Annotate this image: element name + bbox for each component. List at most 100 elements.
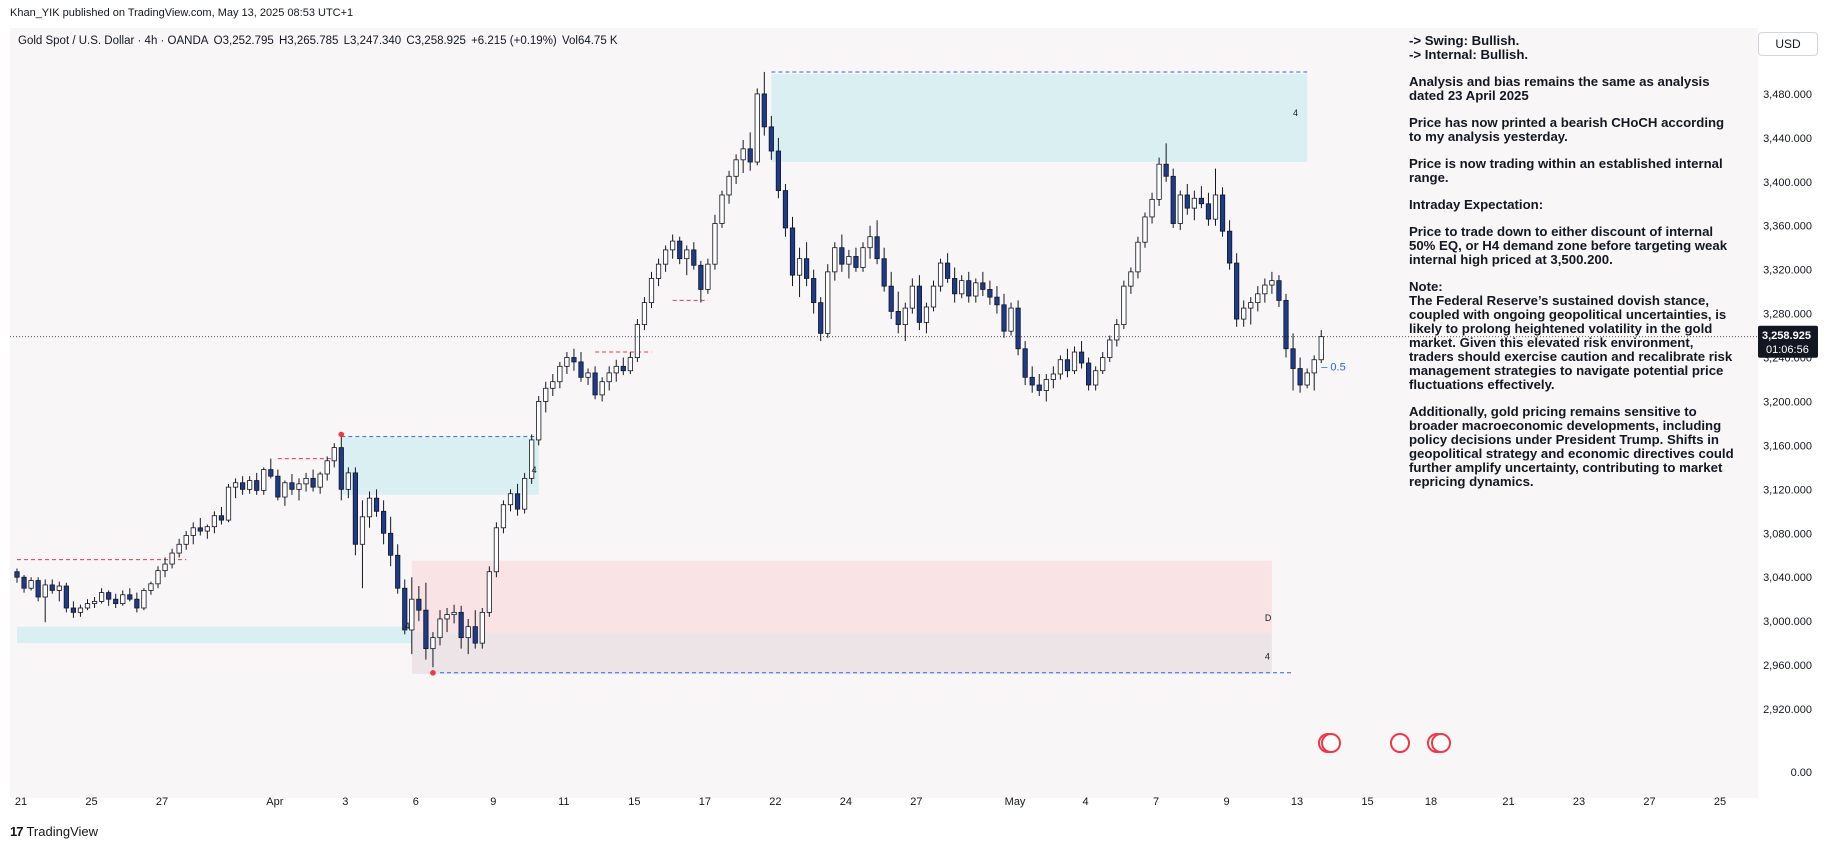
candle	[70, 601, 76, 618]
candle-body-up	[902, 307, 908, 325]
time-tick-label: 25	[1714, 796, 1726, 808]
symbol-name: Gold Spot / U.S. Dollar · 4h · OANDA	[18, 35, 209, 47]
us-flag-icon[interactable]	[1390, 733, 1410, 753]
candle	[493, 522, 500, 578]
candle-body-up	[627, 357, 633, 372]
candle	[754, 88, 760, 166]
candle-body-down	[239, 482, 246, 490]
candle	[1184, 183, 1190, 215]
time-tick-label: 27	[156, 796, 168, 808]
candle	[113, 593, 119, 608]
candle-body-up	[754, 93, 760, 163]
close-value: C3,258.925	[406, 35, 466, 47]
candle	[874, 220, 880, 265]
candle-body-up	[1142, 216, 1148, 243]
candle	[804, 242, 810, 287]
footer-brand[interactable]: 17 TradingView	[10, 824, 98, 839]
candle-body-up	[451, 611, 457, 615]
candle-body-down	[620, 365, 626, 372]
price-tick-label: 3,080.000	[1763, 528, 1812, 540]
note-choch: Price has now printed a bearish CHoCH ac…	[1409, 115, 1725, 144]
symbol-legend[interactable]: Gold Spot / U.S. Dollar · 4h · OANDA O3,…	[18, 35, 620, 47]
candle-body-up	[1149, 198, 1155, 218]
candle	[486, 566, 492, 617]
candle-body-up	[684, 249, 690, 260]
candle-body-up	[973, 282, 979, 297]
candle-body-up	[56, 585, 62, 591]
candle	[1156, 157, 1162, 206]
candle	[366, 491, 373, 528]
candle	[472, 610, 478, 649]
supply-zone	[771, 74, 1308, 163]
candle-body-up	[1057, 359, 1063, 375]
candle-body-up	[550, 381, 556, 389]
candle	[655, 258, 662, 287]
candle	[380, 500, 387, 545]
price-tick-label: 3,440.000	[1763, 133, 1812, 145]
price-tick-label: 3,280.000	[1763, 309, 1812, 321]
candle	[909, 278, 915, 314]
candle	[106, 590, 112, 606]
candle-body-down	[70, 607, 76, 613]
candle-body-down	[1001, 304, 1007, 332]
candle-body-down	[571, 357, 577, 363]
candle	[49, 579, 55, 594]
time-tick-label: 25	[85, 796, 97, 808]
candle-body-up	[564, 357, 570, 367]
price-axis[interactable]: 3,520.0003,480.0003,440.0003,400.0003,36…	[1763, 45, 1812, 779]
candle-body-up	[437, 618, 443, 639]
candle-body-up	[726, 175, 732, 196]
candle	[1248, 297, 1254, 325]
daily-demand-zone	[411, 560, 1272, 633]
event-icons[interactable]	[1318, 733, 1451, 753]
time-tick-label: 7	[1153, 796, 1159, 808]
us-flag-icon[interactable]	[1321, 733, 1341, 753]
candle	[825, 264, 831, 338]
candle-body-down	[952, 278, 958, 295]
candle-body-up	[1262, 284, 1268, 295]
us-flag-icon[interactable]	[1431, 733, 1451, 753]
candle	[197, 517, 203, 536]
candle-body-up	[1311, 359, 1317, 374]
candle	[1297, 357, 1303, 393]
candle-body-up	[1008, 307, 1014, 332]
candle	[670, 234, 676, 259]
candle-body-up	[719, 194, 725, 224]
candle-body-up	[148, 583, 154, 591]
candle	[352, 467, 359, 556]
currency-button[interactable]: USD	[1758, 32, 1818, 56]
candle-body-up	[543, 387, 549, 402]
candle-body-down	[388, 532, 394, 556]
candle-body-down	[1022, 348, 1028, 378]
candle-body-up	[204, 526, 210, 532]
candle	[768, 115, 774, 160]
candle	[902, 302, 908, 342]
candle-body-up	[409, 598, 415, 631]
candle	[895, 291, 901, 334]
candle	[63, 582, 69, 613]
candle	[994, 286, 1000, 314]
time-tick-label: 27	[1643, 796, 1655, 808]
candle-body-up	[1043, 379, 1049, 391]
candle-body-up	[529, 439, 535, 479]
candle	[359, 500, 366, 589]
time-tick-label: 23	[1573, 796, 1585, 808]
tradingview-logo-icon: 17	[10, 824, 24, 839]
candle	[507, 489, 514, 512]
candle-body-down	[218, 515, 225, 521]
candle-body-up	[923, 306, 930, 323]
candle	[183, 531, 189, 550]
low-value: L3,247.340	[343, 35, 402, 47]
candle	[1304, 368, 1310, 389]
candle	[945, 253, 951, 283]
time-tick-label: 21	[1502, 796, 1514, 808]
time-axis[interactable]: 21 25 27 Apr 3 6 9 11 15 17 22 24 27 May 4 7 9 13 15 18 21 23…	[15, 796, 1726, 808]
candle-body-up	[1212, 194, 1219, 220]
candle	[1128, 267, 1134, 294]
candle	[211, 511, 217, 534]
candle-body-up	[641, 302, 648, 325]
candle	[1093, 366, 1099, 391]
candle-body-down	[592, 372, 598, 396]
candle-body-down	[373, 497, 380, 512]
